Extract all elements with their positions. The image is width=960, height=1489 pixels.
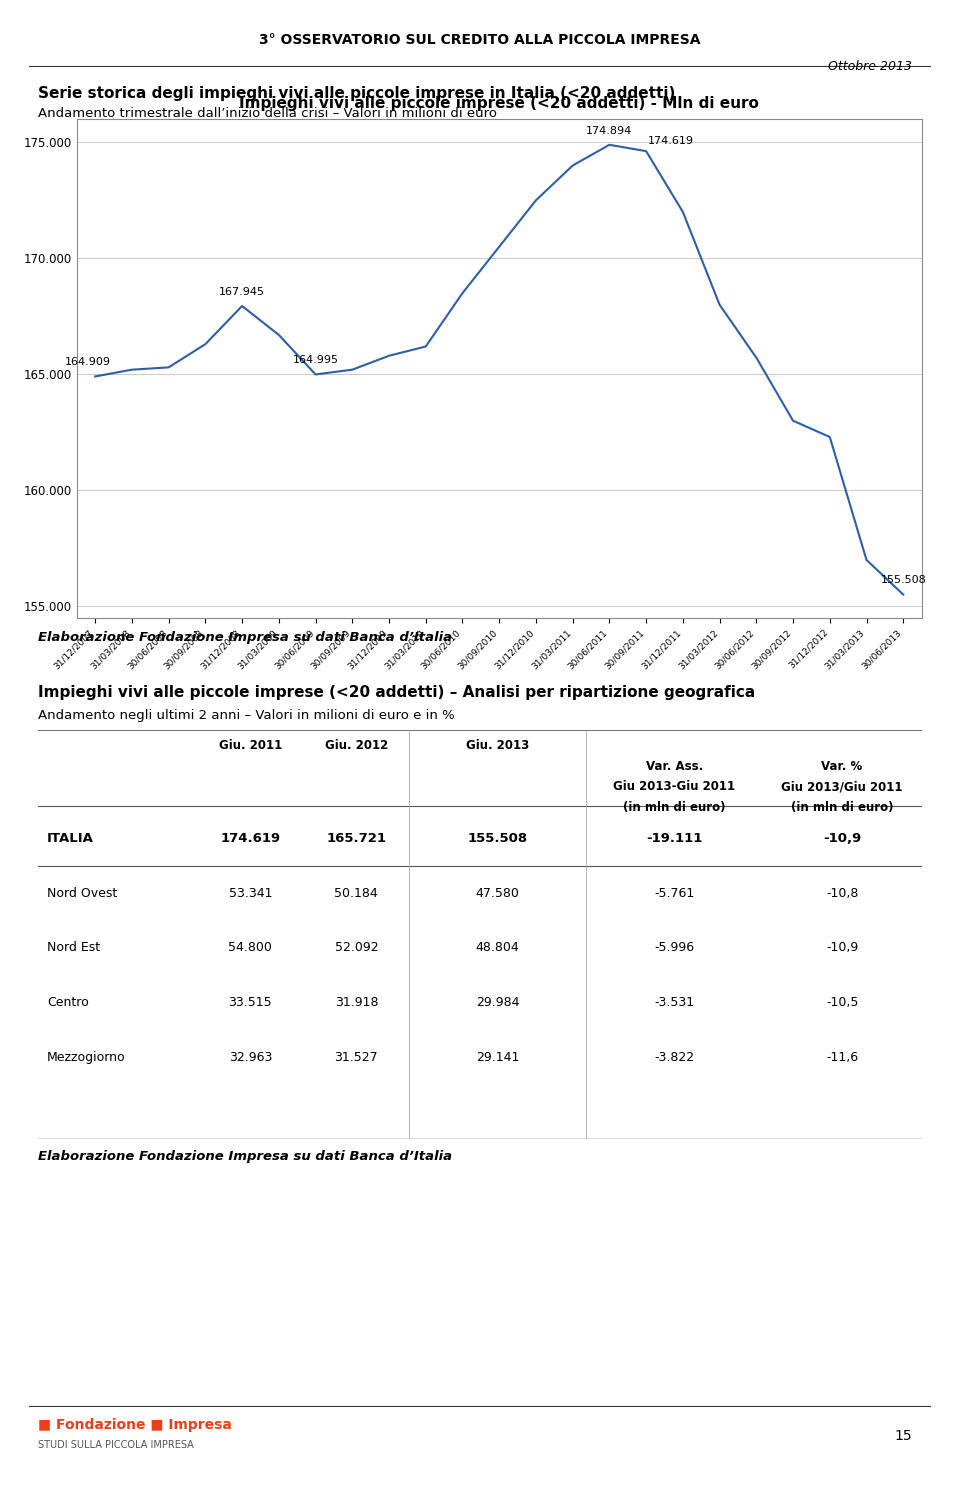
Text: 52.092: 52.092 bbox=[334, 941, 378, 954]
Text: Elaborazione Fondazione Impresa su dati Banca d’Italia: Elaborazione Fondazione Impresa su dati … bbox=[38, 1150, 452, 1163]
Text: Centro: Centro bbox=[47, 996, 89, 1010]
Text: 48.804: 48.804 bbox=[476, 941, 519, 954]
Text: 174.619: 174.619 bbox=[648, 135, 694, 146]
Text: (in mln di euro): (in mln di euro) bbox=[791, 801, 894, 814]
Text: Andamento negli ultimi 2 anni – Valori in milioni di euro e in %: Andamento negli ultimi 2 anni – Valori i… bbox=[38, 709, 455, 722]
Text: STUDI SULLA PICCOLA IMPRESA: STUDI SULLA PICCOLA IMPRESA bbox=[38, 1440, 194, 1450]
Text: 50.184: 50.184 bbox=[334, 887, 378, 899]
Text: Giu. 2011: Giu. 2011 bbox=[219, 740, 282, 752]
Text: -5.996: -5.996 bbox=[655, 941, 694, 954]
Text: 174.619: 174.619 bbox=[220, 832, 280, 846]
Text: Ottobre 2013: Ottobre 2013 bbox=[828, 60, 912, 73]
Text: 31.918: 31.918 bbox=[335, 996, 378, 1010]
Text: Giu 2013-Giu 2011: Giu 2013-Giu 2011 bbox=[613, 780, 735, 794]
Text: -10,5: -10,5 bbox=[826, 996, 858, 1010]
Text: Impieghi vivi alle piccole imprese (<20 addetti) – Analisi per ripartizione geog: Impieghi vivi alle piccole imprese (<20 … bbox=[38, 685, 756, 700]
Title: Impieghi vivi alle piccole imprese (<20 addetti) - Mln di euro: Impieghi vivi alle piccole imprese (<20 … bbox=[239, 95, 759, 112]
Text: (in mln di euro): (in mln di euro) bbox=[623, 801, 726, 814]
Text: 167.945: 167.945 bbox=[219, 287, 265, 296]
Text: 174.894: 174.894 bbox=[587, 125, 633, 135]
Text: -5.761: -5.761 bbox=[654, 887, 694, 899]
Text: 15: 15 bbox=[895, 1429, 912, 1443]
Text: 32.963: 32.963 bbox=[228, 1051, 272, 1063]
Text: 164.995: 164.995 bbox=[293, 356, 339, 365]
Text: Nord Ovest: Nord Ovest bbox=[47, 887, 117, 899]
Text: Var. %: Var. % bbox=[822, 759, 863, 773]
Text: -10,9: -10,9 bbox=[823, 832, 861, 846]
Text: Giu. 2013: Giu. 2013 bbox=[466, 740, 529, 752]
Text: 54.800: 54.800 bbox=[228, 941, 273, 954]
Text: -10,9: -10,9 bbox=[826, 941, 858, 954]
Text: 155.508: 155.508 bbox=[468, 832, 528, 846]
Text: -11,6: -11,6 bbox=[826, 1051, 858, 1063]
Text: Var. Ass.: Var. Ass. bbox=[646, 759, 703, 773]
Text: 155.508: 155.508 bbox=[880, 575, 926, 585]
Text: Giu 2013/Giu 2011: Giu 2013/Giu 2011 bbox=[781, 780, 902, 794]
Text: 3° OSSERVATORIO SUL CREDITO ALLA PICCOLA IMPRESA: 3° OSSERVATORIO SUL CREDITO ALLA PICCOLA… bbox=[259, 33, 701, 46]
Text: 29.984: 29.984 bbox=[476, 996, 519, 1010]
Text: Mezzogiorno: Mezzogiorno bbox=[47, 1051, 126, 1063]
Text: 29.141: 29.141 bbox=[476, 1051, 519, 1063]
Text: Andamento trimestrale dall’inizio della crisi – Valori in milioni di euro: Andamento trimestrale dall’inizio della … bbox=[38, 107, 497, 121]
Text: 165.721: 165.721 bbox=[326, 832, 386, 846]
Text: 164.909: 164.909 bbox=[65, 357, 111, 368]
Text: 31.527: 31.527 bbox=[334, 1051, 378, 1063]
Text: Elaborazione Fondazione Impresa su dati Banca d’Italia: Elaborazione Fondazione Impresa su dati … bbox=[38, 631, 452, 645]
Text: 47.580: 47.580 bbox=[476, 887, 519, 899]
Text: -19.111: -19.111 bbox=[646, 832, 703, 846]
Text: Nord Est: Nord Est bbox=[47, 941, 101, 954]
Text: ■ Fondazione ■ Impresa: ■ Fondazione ■ Impresa bbox=[38, 1418, 232, 1431]
Text: -10,8: -10,8 bbox=[826, 887, 858, 899]
Text: -3.822: -3.822 bbox=[655, 1051, 694, 1063]
Text: -3.531: -3.531 bbox=[655, 996, 694, 1010]
Text: 53.341: 53.341 bbox=[228, 887, 272, 899]
Text: ITALIA: ITALIA bbox=[47, 832, 94, 846]
Text: Giu. 2012: Giu. 2012 bbox=[324, 740, 388, 752]
Text: Serie storica degli impieghi vivi alle piccole imprese in Italia (<20 addetti): Serie storica degli impieghi vivi alle p… bbox=[38, 86, 676, 101]
Text: 33.515: 33.515 bbox=[228, 996, 273, 1010]
